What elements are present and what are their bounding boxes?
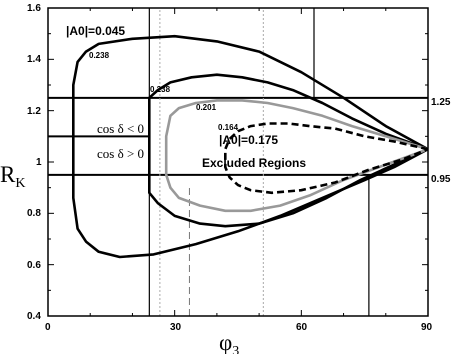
annotation-a0-outer: |A0|=0.045 xyxy=(66,24,125,38)
annotation-value-0201: 0.201 xyxy=(196,103,217,112)
level-label-095: 0.95 xyxy=(431,174,451,185)
annotation-cos-positive: cos δ > 0 xyxy=(97,146,144,161)
x-tick-label: 90 xyxy=(421,322,433,333)
contour-series-1 xyxy=(148,73,428,228)
contour-series-3 xyxy=(224,122,428,195)
annotation-cos-negative: cos δ < 0 xyxy=(97,121,144,136)
y-tick-label: 1.2 xyxy=(27,106,41,117)
tick-marks xyxy=(47,7,429,317)
contour-series-2 xyxy=(164,99,428,213)
annotation-value-0238-inner: 0.238 xyxy=(150,85,171,94)
y-tick-label: 0.4 xyxy=(27,311,41,322)
plot-lines xyxy=(48,8,428,316)
x-axis-label: φ3 xyxy=(219,330,239,354)
annotation-excluded-regions: Excluded Regions xyxy=(202,156,306,170)
annotation-a0-inner: |A0|=0.175 xyxy=(219,133,278,147)
x-tick-label: 30 xyxy=(170,322,182,333)
y-axis-label: RK xyxy=(0,162,25,191)
level-label-125: 1.25 xyxy=(431,97,451,108)
y-tick-label: 1.6 xyxy=(27,3,41,14)
y-tick-label: 0.8 xyxy=(27,208,41,219)
y-tick-label: 1 xyxy=(36,157,42,168)
x-tick-label: 0 xyxy=(45,322,51,333)
y-tick-label: 1.4 xyxy=(27,54,41,65)
x-tick-label: 60 xyxy=(296,322,308,333)
y-tick-label: 0.6 xyxy=(27,260,41,271)
annotation-value-0238-outer: 0.238 xyxy=(89,51,110,60)
annotation-value-0164: 0.164 xyxy=(218,123,239,132)
